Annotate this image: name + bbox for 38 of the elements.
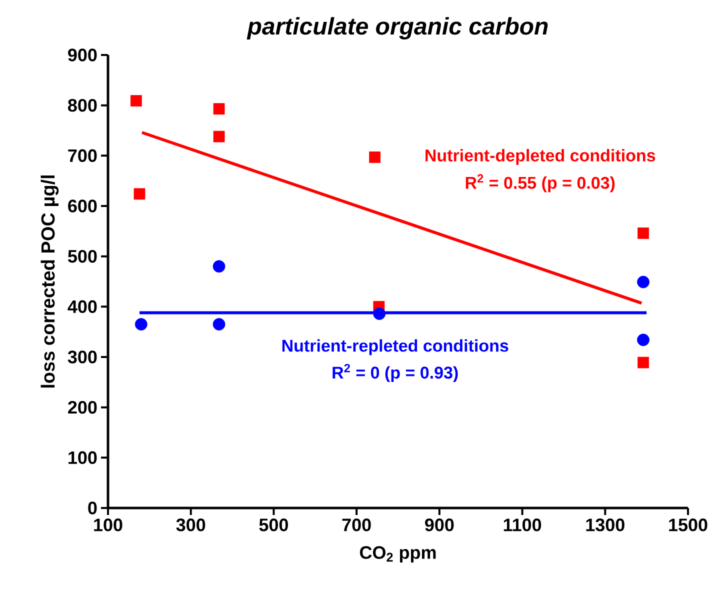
y-tick-label: 600: [68, 200, 97, 212]
x-tick-label: 900: [425, 518, 454, 532]
point: [637, 276, 650, 288]
x-axis-title: CO$_{2}$ ppm: [360, 546, 436, 562]
point: [638, 227, 649, 239]
point: [134, 188, 146, 200]
point: [213, 130, 225, 142]
y-tick-label: 800: [68, 98, 97, 112]
x-tick-label: 300: [176, 518, 206, 532]
x-tick-label: 1100: [504, 518, 542, 532]
x-tick-label: 100: [94, 518, 122, 532]
point: [637, 334, 650, 346]
y-tick-label: 700: [68, 149, 97, 162]
y-tick-label: 500: [68, 250, 97, 263]
point: [638, 356, 649, 368]
y-tick-label: 400: [68, 300, 97, 314]
x-tick-label: 1500: [669, 518, 708, 532]
chart-title: particulate organic carbon: [246, 17, 548, 40]
point: [134, 318, 148, 330]
annotation: R$^{2}$ = 0.55 (p = 0.03): [466, 174, 615, 192]
point: [213, 103, 225, 115]
point: [373, 308, 386, 320]
point: [130, 95, 142, 107]
annotation: Nutrient-depleted conditions: [426, 149, 656, 165]
point: [212, 318, 226, 330]
annotation: Nutrient-repleted conditions: [282, 339, 508, 356]
y-axis-title: loss corrected POC µg/l: [40, 176, 59, 388]
annotation: R$^{2}$ = 0 (p = 0.93): [332, 364, 458, 382]
x-tick-label: 500: [259, 518, 288, 532]
y-tick-label: 300: [68, 350, 97, 364]
y-tick-label: 900: [68, 48, 97, 62]
y-tick-label: 200: [68, 400, 97, 414]
point: [369, 151, 381, 163]
x-tick-label: 700: [342, 518, 371, 532]
y-tick-label: 100: [68, 451, 97, 464]
point: [212, 260, 226, 273]
x-tick-label: 1300: [586, 518, 624, 532]
y-tick-label: 0: [88, 502, 97, 514]
